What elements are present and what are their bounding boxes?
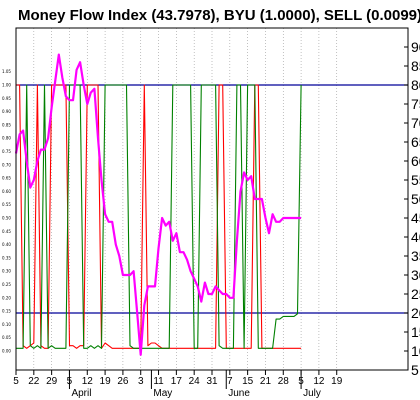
right-tick-label-80: 80 xyxy=(411,77,420,93)
right-tick-label-30: 30 xyxy=(411,267,420,283)
right-tick-label-45: 45 xyxy=(411,210,420,226)
left-tick-label-4: 0.20 xyxy=(2,295,11,300)
right-tick-label-50: 50 xyxy=(411,191,420,207)
left-tick-label-11: 0.55 xyxy=(2,202,11,207)
month-label-june: June xyxy=(228,388,250,399)
right-tick-label-60: 60 xyxy=(411,153,420,169)
left-axis-ticks: 0.00 0.05 0.10 0.15 0.20 0.25 0.30 0.35 0.40 0.45… xyxy=(2,69,11,353)
right-tick-label-65: 65 xyxy=(411,134,420,150)
x-tick-label-18: 19 xyxy=(331,376,343,387)
x-tick-label-2: 29 xyxy=(46,376,58,387)
month-label-april: April xyxy=(71,388,91,399)
x-tick-label-17: 12 xyxy=(313,376,325,387)
left-tick-label-6: 0.30 xyxy=(2,269,11,274)
left-tick-label-1: 0.05 xyxy=(2,335,11,340)
x-tick-label-10: 24 xyxy=(189,376,201,387)
left-tick-label-14: 0.70 xyxy=(2,162,11,167)
left-tick-label-20: 1.00 xyxy=(2,83,11,88)
right-tick-label-35: 35 xyxy=(411,248,420,264)
left-tick-label-12: 0.60 xyxy=(2,189,11,194)
right-tick-label-70: 70 xyxy=(411,115,420,131)
chart-title: Money Flow Index (43.7978), BYU (1.0000)… xyxy=(18,7,420,24)
x-tick-label-5: 19 xyxy=(100,376,112,387)
right-tick-label-85: 85 xyxy=(411,58,420,74)
month-label-july: July xyxy=(303,388,321,399)
x-tick-label-7: 3 xyxy=(138,376,144,387)
series-lines xyxy=(14,53,302,356)
left-tick-label-0: 0.00 xyxy=(2,349,11,354)
left-tick-label-15: 0.75 xyxy=(2,149,11,154)
left-tick-label-18: 0.90 xyxy=(2,109,11,114)
x-tick-label-14: 21 xyxy=(260,376,272,387)
right-tick-label-5: 5 xyxy=(411,362,419,378)
right-axis-ticks: 5 10 15 20 25 30 35 40 45 50 55 60 65 70 75 80 85 90 xyxy=(404,39,420,378)
left-tick-label-10: 0.50 xyxy=(2,216,11,221)
right-tick-label-15: 15 xyxy=(411,324,420,340)
left-tick-label-8: 0.40 xyxy=(2,242,11,247)
left-tick-label-5: 0.25 xyxy=(2,282,11,287)
x-tick-label-1: 22 xyxy=(28,376,40,387)
x-tick-label-4: 12 xyxy=(82,376,94,387)
right-tick-label-40: 40 xyxy=(411,229,420,245)
left-tick-label-2: 0.10 xyxy=(2,322,11,327)
series-line-byu xyxy=(16,84,302,349)
left-tick-label-13: 0.65 xyxy=(2,176,11,181)
month-labels: April May June July xyxy=(68,370,321,399)
left-tick-label-21: 1.05 xyxy=(2,69,11,74)
x-tick-label-8: 11 xyxy=(153,376,164,387)
right-tick-label-20: 20 xyxy=(411,305,420,321)
x-tick-label-15: 28 xyxy=(278,376,290,387)
x-tick-label-12: 7 xyxy=(227,376,233,387)
x-tick-label-0: 5 xyxy=(13,376,19,387)
right-tick-label-75: 75 xyxy=(411,96,420,112)
left-tick-label-9: 0.45 xyxy=(2,229,11,234)
x-tick-label-9: 17 xyxy=(171,376,183,387)
left-tick-label-7: 0.35 xyxy=(2,255,11,260)
left-tick-label-17: 0.85 xyxy=(2,122,11,127)
left-tick-label-16: 0.80 xyxy=(2,136,11,141)
series-line-money-flow-index xyxy=(14,53,302,356)
left-tick-label-3: 0.15 xyxy=(2,309,11,314)
right-tick-label-90: 90 xyxy=(411,39,420,55)
right-tick-label-25: 25 xyxy=(411,286,420,302)
left-tick-label-19: 0.95 xyxy=(2,96,11,101)
right-tick-label-10: 10 xyxy=(411,343,420,359)
x-tick-label-6: 26 xyxy=(117,376,129,387)
x-tick-label-11: 31 xyxy=(206,376,218,387)
right-tick-label-55: 55 xyxy=(411,172,420,188)
month-label-may: May xyxy=(153,388,172,399)
x-tick-label-13: 15 xyxy=(242,376,254,387)
